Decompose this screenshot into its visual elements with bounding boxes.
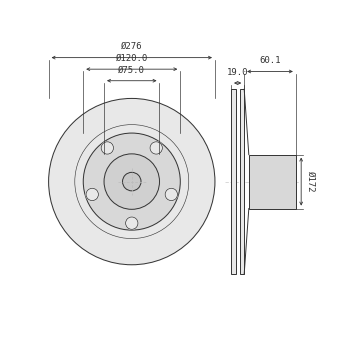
Text: 60.1: 60.1: [259, 56, 281, 64]
Circle shape: [101, 142, 114, 154]
Circle shape: [83, 133, 180, 230]
Circle shape: [104, 154, 159, 209]
Circle shape: [150, 142, 162, 154]
Text: Ø75.0: Ø75.0: [118, 65, 145, 75]
Text: Ø120.0: Ø120.0: [116, 54, 148, 63]
Circle shape: [165, 188, 178, 201]
Circle shape: [126, 217, 138, 229]
Bar: [240, 89, 244, 274]
Text: 19.0: 19.0: [227, 68, 248, 77]
Text: Ø172: Ø172: [306, 171, 316, 192]
Circle shape: [122, 172, 141, 191]
Bar: [231, 89, 236, 274]
Circle shape: [48, 98, 215, 265]
Bar: [249, 155, 296, 208]
Circle shape: [86, 188, 98, 201]
Text: Ø276: Ø276: [121, 42, 142, 51]
